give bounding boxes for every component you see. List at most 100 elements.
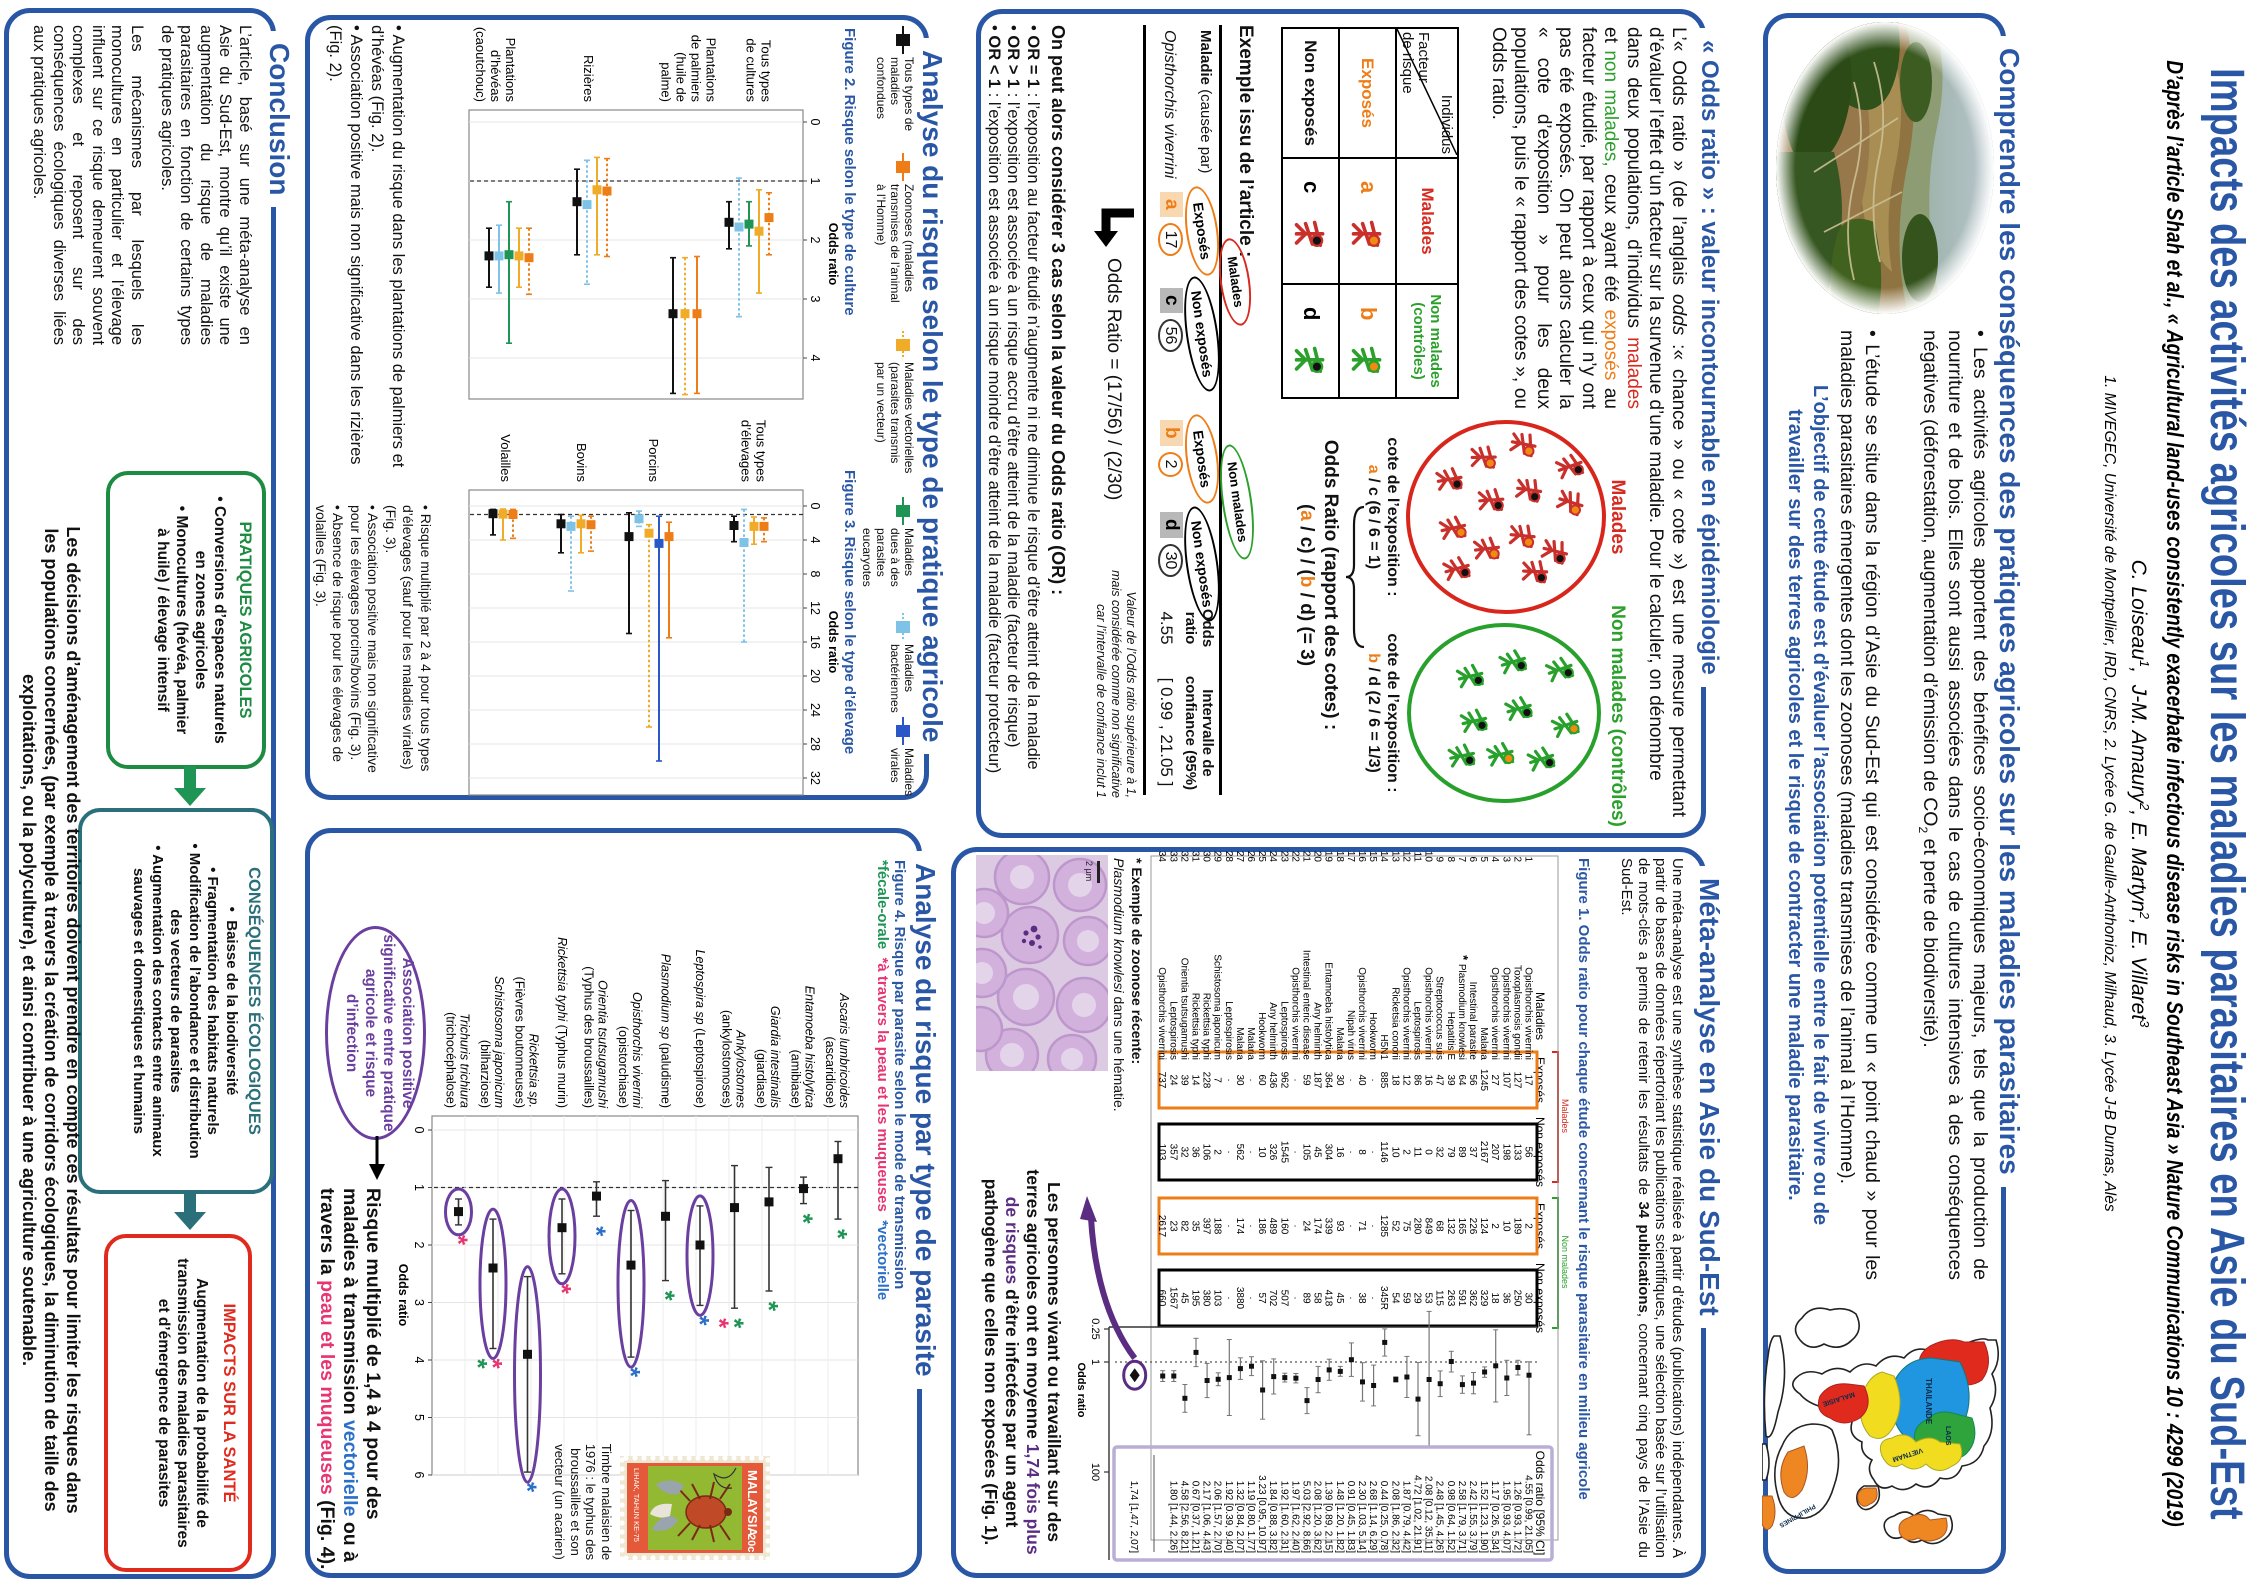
svg-text:Porcins: Porcins (646, 439, 661, 483)
svg-text:Odds ratio: Odds ratio (826, 223, 840, 286)
svg-text:24: 24 (808, 703, 822, 717)
svg-text:·: · (1223, 1296, 1234, 1299)
svg-text:5: 5 (412, 1414, 426, 1421)
svg-text:(bilharziose): (bilharziose) (478, 1040, 492, 1108)
svg-text:207: 207 (1489, 1144, 1500, 1161)
svg-text:Schistosoma japonicum: Schistosoma japonicum (492, 976, 506, 1108)
svg-text:7: 7 (1456, 856, 1467, 862)
svg-text:Plantations: Plantations (704, 38, 719, 103)
svg-text:Bovins: Bovins (574, 443, 589, 483)
svg-text:Streptococcus suis: Streptococcus suis (1434, 976, 1445, 1060)
svg-text:Giardia intestinalis: Giardia intestinalis (768, 1006, 782, 1108)
svg-text:20c: 20c (745, 1534, 757, 1552)
svg-text:1: 1 (808, 178, 822, 185)
svg-text:*: * (823, 1229, 853, 1240)
svg-text:MALAYSIA: MALAYSIA (745, 1470, 760, 1537)
svg-text:LAOS: LAOS (1944, 1426, 1951, 1446)
svg-text:165: 165 (1456, 1218, 1467, 1235)
svg-text:Nipah virus: Nipah virus (1345, 1010, 1356, 1060)
svg-text:29: 29 (1412, 1292, 1423, 1304)
svg-text:Opisthorchis viverrini: Opisthorchis viverrini (1423, 967, 1434, 1060)
svg-text:Odds ratio: Odds ratio (826, 611, 840, 674)
svg-text:27: 27 (1234, 851, 1245, 863)
svg-text:Volailles: Volailles (498, 434, 513, 482)
svg-text:Malaria: Malaria (1245, 1027, 1256, 1060)
svg-text:1146: 1146 (1378, 1141, 1389, 1163)
svg-text:3.23 [0.95, 10.97]: 3.23 [0.95, 10.97] (1256, 1475, 1267, 1553)
svg-text:Leptospira sp (Leptospirose): Leptospira sp (Leptospirose) (693, 950, 707, 1108)
svg-text:737: 737 (1156, 1072, 1167, 1089)
svg-text:0: 0 (808, 503, 822, 510)
svg-text:339: 339 (1323, 1218, 1334, 1235)
svg-text:19: 19 (1323, 851, 1334, 863)
svg-text:0.67 [0.37, 1.21]: 0.67 [0.37, 1.21] (1190, 1481, 1201, 1554)
svg-text:Rickettsia sp.: Rickettsia sp. (527, 1034, 541, 1108)
svg-text:89: 89 (1456, 1146, 1467, 1158)
svg-text:133: 133 (1511, 1144, 1522, 1161)
svg-text:2617: 2617 (1156, 1215, 1167, 1238)
svg-text:47: 47 (1434, 1074, 1445, 1086)
svg-text:56: 56 (1523, 1146, 1534, 1158)
svg-text:187: 187 (1312, 1072, 1323, 1089)
svg-text:·: · (1345, 1224, 1356, 1227)
svg-text:·: · (1367, 1224, 1378, 1227)
svg-text:(trichocéphalose): (trichocéphalose) (444, 1012, 458, 1108)
svg-text:4.55 [0.99, 21.05]: 4.55 [0.99, 21.05] (1523, 1475, 1534, 1553)
svg-text:5.03 [2.92, 8.66]: 5.03 [2.92, 8.66] (1301, 1481, 1312, 1554)
svg-text:962: 962 (1278, 1072, 1289, 1089)
svg-text:*: * (463, 1358, 493, 1369)
svg-text:Plantations: Plantations (503, 38, 518, 103)
svg-text:(ankylostomoses): (ankylostomoses) (720, 1010, 734, 1108)
svg-text:Exposés: Exposés (1533, 1203, 1547, 1249)
svg-text:32: 32 (808, 771, 822, 785)
svg-text:Malaria: Malaria (1234, 1027, 1245, 1060)
svg-text:32: 32 (1178, 1146, 1189, 1158)
svg-text:*: * (547, 1284, 577, 1295)
svg-text:357: 357 (1167, 1144, 1178, 1161)
svg-text:Orientia tsutsugamushi: Orientia tsutsugamushi (596, 980, 610, 1109)
svg-text:Intestinal enteric disease: Intestinal enteric disease (1301, 950, 1312, 1061)
svg-text:436: 436 (1267, 1072, 1278, 1089)
svg-text:12: 12 (1400, 851, 1411, 863)
svg-text:0.44 [0.25, 0.78]: 0.44 [0.25, 0.78] (1378, 1481, 1389, 1554)
svg-text:Non malades: Non malades (1560, 1235, 1569, 1289)
svg-text:2 µm: 2 µm (1084, 861, 1094, 881)
svg-text:0.91 [0.45, 1.83]: 0.91 [0.45, 1.83] (1345, 1481, 1356, 1554)
svg-text:160: 160 (1278, 1218, 1289, 1235)
svg-text:885: 885 (1378, 1072, 1389, 1089)
svg-text:Malaria: Malaria (1334, 1027, 1345, 1060)
svg-text:9: 9 (1434, 856, 1445, 862)
svg-text:849: 849 (1423, 1218, 1434, 1235)
svg-text:(giardiase): (giardiase) (754, 1049, 768, 1108)
svg-text:20: 20 (1312, 851, 1323, 863)
svg-text:23: 23 (1167, 1220, 1178, 1232)
svg-text:*: * (685, 1315, 715, 1326)
svg-text:71: 71 (1356, 1220, 1367, 1232)
svg-text:2: 2 (1212, 1149, 1223, 1155)
svg-text:2.68 [1.14, 6.29]: 2.68 [1.14, 6.29] (1367, 1481, 1378, 1554)
svg-text:Hepatitis E: Hepatitis E (1445, 1012, 1456, 1061)
svg-text:2.17 [1.06, 4.43]: 2.17 [1.06, 4.43] (1201, 1481, 1212, 1554)
svg-text:107: 107 (1500, 1072, 1511, 1089)
svg-text:16: 16 (1356, 851, 1367, 863)
svg-text:1545: 1545 (1278, 1141, 1289, 1164)
svg-text:228: 228 (1201, 1072, 1212, 1089)
svg-text:17: 17 (1345, 851, 1356, 863)
svg-text:1245: 1245 (1478, 1069, 1489, 1092)
svg-text:64: 64 (1456, 1074, 1467, 1086)
svg-text:1,74 [1,47, 2,07]: 1,74 [1,47, 2,07] (1128, 1481, 1139, 1554)
svg-text:Exposés: Exposés (1533, 1057, 1547, 1103)
svg-text:Maladies: Maladies (1533, 992, 1547, 1040)
svg-text:2.08 [1.86, 2.32]: 2.08 [1.86, 2.32] (1389, 1481, 1400, 1554)
svg-text:Plasmodium sp (paludisme): Plasmodium sp (paludisme) (659, 954, 673, 1108)
svg-text:Opisthorchis viverrini: Opisthorchis viverrini (630, 992, 644, 1109)
svg-text:28: 28 (808, 737, 822, 751)
svg-text:·: · (1345, 1150, 1356, 1153)
svg-text:53: 53 (1423, 1292, 1434, 1304)
svg-text:2.42 [1.55, 3.79]: 2.42 [1.55, 3.79] (1467, 1481, 1478, 1554)
svg-text:380: 380 (1201, 1290, 1212, 1307)
svg-text:59: 59 (1400, 1292, 1411, 1304)
svg-text:(caoutchouc): (caoutchouc) (473, 27, 488, 102)
svg-text:Non exposés: Non exposés (1533, 1117, 1547, 1187)
svg-text:7: 7 (1212, 1077, 1223, 1083)
